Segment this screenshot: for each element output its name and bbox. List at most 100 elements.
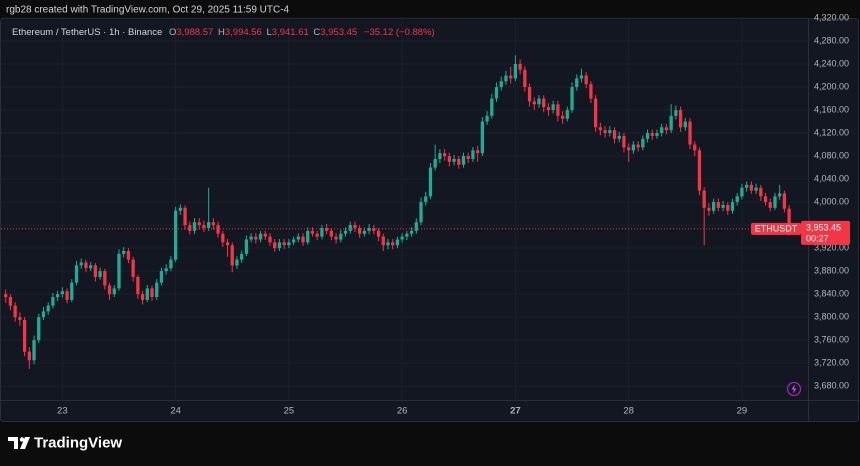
ohlc-value: 3,988.57 bbox=[176, 27, 213, 38]
logo-slash bbox=[20, 437, 30, 449]
candle-body bbox=[254, 236, 258, 240]
price-tag-label: 3,953.45 bbox=[806, 222, 841, 232]
candle-body bbox=[268, 236, 272, 243]
candle-body bbox=[320, 227, 324, 237]
candle-body bbox=[126, 250, 131, 260]
candle-body bbox=[480, 121, 485, 154]
candle-body bbox=[391, 242, 395, 246]
candle-body bbox=[173, 210, 178, 260]
timer-icon[interactable] bbox=[786, 381, 802, 397]
candle-body bbox=[504, 75, 508, 82]
candle-body bbox=[697, 150, 702, 191]
candle-body bbox=[593, 98, 598, 128]
candle-body bbox=[136, 276, 140, 295]
candle-body bbox=[730, 202, 735, 211]
candle-body bbox=[650, 133, 654, 136]
candle-body bbox=[400, 236, 404, 240]
candle-body bbox=[32, 340, 36, 361]
candle-body bbox=[617, 135, 621, 139]
candle-body bbox=[202, 225, 206, 228]
candle-body bbox=[424, 196, 428, 203]
candle-body bbox=[310, 230, 315, 234]
candle-body bbox=[93, 265, 98, 277]
candle-body bbox=[475, 150, 480, 154]
candle-body bbox=[518, 64, 522, 70]
candle-body bbox=[60, 291, 65, 295]
candle-body bbox=[74, 265, 79, 283]
candle-body bbox=[155, 282, 159, 298]
candle-body bbox=[589, 84, 593, 99]
candle-body bbox=[560, 115, 565, 119]
candle-body bbox=[622, 135, 626, 148]
candle-body bbox=[716, 202, 720, 208]
candle-body bbox=[159, 271, 164, 283]
ohlc-key: H bbox=[218, 27, 225, 38]
logo-dot bbox=[19, 437, 25, 442]
y-tick-label: 3,880.00 bbox=[814, 266, 849, 276]
candle-body bbox=[89, 265, 93, 269]
grid bbox=[1, 17, 808, 400]
candle-body bbox=[542, 98, 546, 108]
candle-body bbox=[490, 98, 494, 116]
candle-body bbox=[664, 127, 669, 131]
candle-body bbox=[570, 87, 574, 111]
candle-body bbox=[235, 259, 239, 266]
candle-body bbox=[221, 233, 225, 243]
candle-body bbox=[442, 153, 447, 157]
candle-body bbox=[768, 202, 772, 208]
candle-body bbox=[513, 64, 518, 79]
candle-body bbox=[754, 187, 758, 191]
ohlc-key: L bbox=[266, 27, 271, 38]
candle-body bbox=[27, 351, 31, 361]
candle-body bbox=[641, 138, 645, 148]
candle-body bbox=[419, 202, 423, 223]
brand-name: TradingView bbox=[34, 434, 122, 451]
candle-body bbox=[131, 259, 135, 277]
candle-body bbox=[367, 227, 371, 231]
candle-body bbox=[523, 69, 527, 88]
candle-body bbox=[372, 227, 376, 231]
candle-body bbox=[258, 233, 263, 240]
candle-body bbox=[240, 253, 244, 260]
brand-logo[interactable]: TradingView bbox=[8, 434, 122, 451]
candle-body bbox=[348, 225, 352, 231]
candle-body bbox=[645, 133, 650, 139]
candle-body bbox=[188, 225, 192, 231]
candle-body bbox=[287, 242, 291, 246]
candle-body bbox=[18, 317, 22, 321]
symbol-tag-label: ETHUSDT bbox=[755, 223, 798, 233]
candle-body bbox=[575, 78, 579, 88]
candle-body bbox=[51, 297, 55, 306]
candle-body bbox=[457, 158, 461, 165]
candle-body bbox=[405, 233, 409, 237]
candle-body bbox=[409, 230, 414, 234]
candle-body bbox=[65, 291, 69, 300]
credit-line: rgb28 created with TradingView.com, Oct … bbox=[6, 5, 290, 16]
candle-body bbox=[452, 158, 456, 162]
candle-body bbox=[117, 253, 121, 289]
candle-body bbox=[711, 202, 716, 211]
candle-body bbox=[216, 225, 220, 234]
candle-body bbox=[669, 115, 673, 131]
candle-body bbox=[688, 121, 692, 145]
candle-body bbox=[744, 184, 749, 188]
x-tick-label: 28 bbox=[623, 406, 634, 417]
candle-body bbox=[244, 239, 249, 254]
candle-body bbox=[414, 222, 418, 231]
candle-body bbox=[546, 107, 551, 111]
symbol-name: Ethereum / TetherUS · 1h · Binance bbox=[12, 27, 162, 38]
timer-ring bbox=[786, 381, 802, 397]
candle-body bbox=[178, 207, 182, 211]
plot-area bbox=[1, 55, 808, 369]
candle-body bbox=[107, 285, 112, 295]
candle-body bbox=[169, 259, 173, 269]
candle-body bbox=[707, 207, 711, 211]
candle-body bbox=[41, 311, 46, 318]
legend-header: Ethereum / TetherUS · 1h · Binance O3,98… bbox=[12, 27, 435, 38]
candle-body bbox=[358, 227, 362, 234]
y-tick-label: 3,800.00 bbox=[814, 312, 849, 322]
candle-body bbox=[655, 133, 659, 136]
candle-body bbox=[13, 305, 17, 318]
candle-body bbox=[296, 236, 300, 240]
candle-body bbox=[494, 87, 499, 99]
